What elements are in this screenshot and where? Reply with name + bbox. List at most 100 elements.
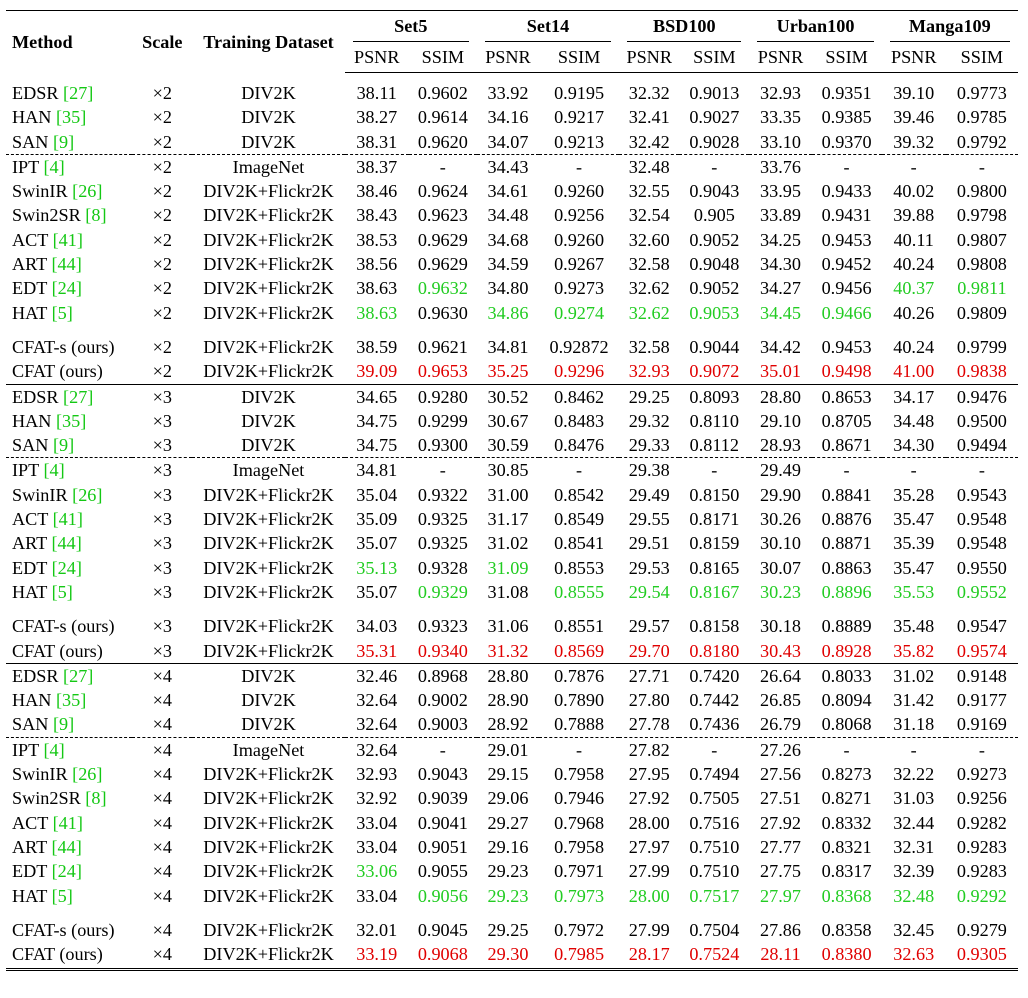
method-cell: Swin2SR [8] (6, 786, 132, 810)
method-cell: EDT [24] (6, 276, 132, 300)
psnr-value: 33.92 (487, 83, 529, 103)
method-name: HAN (12, 410, 52, 431)
psnr-value: 33.19 (356, 944, 398, 965)
citation-link[interactable]: [26] (72, 484, 103, 505)
citation-link[interactable]: [26] (72, 764, 103, 785)
citation-link[interactable]: [44] (51, 836, 82, 857)
scale-cell: ×3 (152, 557, 172, 578)
ssim-value: 0.9260 (554, 181, 605, 202)
psnr-value: 32.44 (893, 812, 935, 833)
table-header: Method Scale Training Dataset Set5 Set14… (6, 10, 1018, 73)
ssim-value: 0.9811 (957, 278, 1007, 299)
citation-link[interactable]: [41] (52, 509, 83, 530)
ssim-value: 0.8551 (554, 616, 605, 637)
ssim-value: 0.7516 (689, 812, 740, 833)
citation-link[interactable]: [41] (52, 229, 83, 250)
psnr-value: 29.23 (487, 885, 529, 906)
row-spacer (6, 325, 1018, 335)
psnr-value: 32.58 (628, 336, 670, 357)
ssim-value: 0.9773 (956, 83, 1007, 103)
method-cell: IPT [4] (6, 457, 133, 483)
ssim-value: 0.8167 (689, 581, 740, 602)
psnr-value: 31.00 (487, 484, 529, 505)
psnr-value: 34.27 (760, 278, 801, 299)
table-row: CFAT-s (ours) ×2 DIV2K+Flickr2K 38.59 0.9621… (6, 335, 1018, 359)
ssim-value: 0.9385 (821, 107, 872, 128)
table-row: SAN [9] ×3 DIV2K 34.75 0.9300 30.59 0.8476 29.3… (6, 433, 1018, 458)
citation-link[interactable]: [44] (51, 254, 82, 275)
ssim-value: 0.7946 (554, 788, 605, 809)
psnr-value: 39.88 (893, 205, 935, 226)
citation-link[interactable]: [35] (55, 410, 87, 431)
citation-link[interactable]: [24] (51, 861, 82, 882)
citation-link[interactable]: [5] (51, 302, 73, 323)
method-cell: CFAT (ours) (6, 359, 132, 384)
citation-link[interactable]: [26] (72, 181, 103, 202)
ssim-value: 0.9456 (821, 278, 872, 299)
psnr-value: 38.43 (356, 205, 398, 226)
psnr-value: 35.48 (893, 616, 935, 637)
citation-link[interactable]: [4] (43, 460, 65, 481)
psnr-value: 26.79 (760, 714, 801, 735)
table-row: SAN [9] ×4 DIV2K 32.64 0.9003 28.92 0.7888 27.7… (6, 712, 1018, 737)
ssim-value: 0.9548 (956, 509, 1007, 530)
ssim-value: 0.8033 (811, 662, 882, 689)
psnr-value: 27.71 (619, 662, 680, 689)
psnr-value: 35.07 (356, 581, 398, 602)
ssim-value: - (408, 153, 477, 180)
citation-link[interactable]: [9] (52, 131, 75, 152)
ssim-value: 0.7890 (554, 690, 605, 711)
citation-link[interactable]: [35] (55, 690, 87, 711)
citation-link[interactable]: [4] (43, 739, 65, 760)
method-cell: EDSR [27] (6, 73, 132, 106)
scale-cell: ×2 (152, 131, 172, 152)
ssim-value: 0.9300 (417, 435, 468, 456)
ssim-value: 0.9043 (417, 764, 468, 785)
citation-link[interactable]: [5] (51, 885, 73, 906)
psnr-value: 27.97 (628, 836, 670, 857)
training-dataset-cell: DIV2K+Flickr2K (203, 229, 334, 250)
psnr-value: 38.59 (356, 336, 398, 357)
citation-link[interactable]: [8] (85, 205, 107, 226)
ssim-value: 0.7420 (679, 662, 750, 689)
ssim-value: 0.7958 (554, 836, 605, 857)
citation-link[interactable]: [44] (51, 533, 82, 554)
citation-link[interactable]: [41] (52, 812, 83, 833)
ssim-value: - (539, 153, 620, 180)
ssim-value: 0.8705 (821, 410, 872, 431)
ssim-value: 0.7517 (689, 885, 740, 906)
method-name: HAN (12, 690, 52, 711)
citation-link[interactable]: [24] (51, 278, 82, 299)
citation-link[interactable]: [27] (63, 665, 94, 686)
training-dataset-cell: DIV2K (241, 82, 296, 103)
scale-header: Scale (132, 10, 193, 73)
table-row: CFAT-s (ours) ×3 DIV2K+Flickr2K 34.03 0.9323… (6, 614, 1018, 638)
citation-link[interactable]: [35] (55, 107, 87, 128)
metric-header: SSIM (539, 42, 620, 73)
citation-link[interactable]: [5] (51, 581, 73, 602)
method-name: IPT (12, 460, 39, 481)
citation-link[interactable]: [27] (63, 386, 94, 407)
scale-cell: ×3 (132, 457, 193, 483)
ssim-value: - (679, 457, 750, 483)
ssim-value: 0.9283 (956, 861, 1007, 882)
ssim-value: 0.9629 (417, 254, 468, 275)
method-name: ART (12, 533, 47, 554)
table-row: HAT [5] ×3 DIV2K+Flickr2K 35.07 0.9329 31.08 0… (6, 580, 1018, 604)
method-header: Method (6, 10, 133, 73)
ssim-value: - (945, 736, 1018, 763)
citation-link[interactable]: [24] (51, 557, 82, 578)
method-name: CFAT (ours) (12, 361, 103, 382)
psnr-value: 35.04 (356, 484, 398, 505)
ssim-value: 0.8876 (821, 509, 872, 530)
table-row: IPT [4] ×4 ImageNet 32.64-29.01-27.82-27.26… (6, 736, 1018, 763)
citation-link[interactable]: [4] (43, 156, 65, 177)
citation-link[interactable]: [27] (63, 82, 94, 103)
psnr-value: 27.78 (628, 714, 670, 735)
ssim-value: 0.9550 (956, 557, 1007, 578)
training-dataset-cell: DIV2K (241, 714, 296, 735)
scale-cell: ×4 (152, 885, 172, 906)
citation-link[interactable]: [9] (52, 435, 75, 456)
citation-link[interactable]: [8] (85, 788, 107, 809)
citation-link[interactable]: [9] (52, 714, 75, 735)
